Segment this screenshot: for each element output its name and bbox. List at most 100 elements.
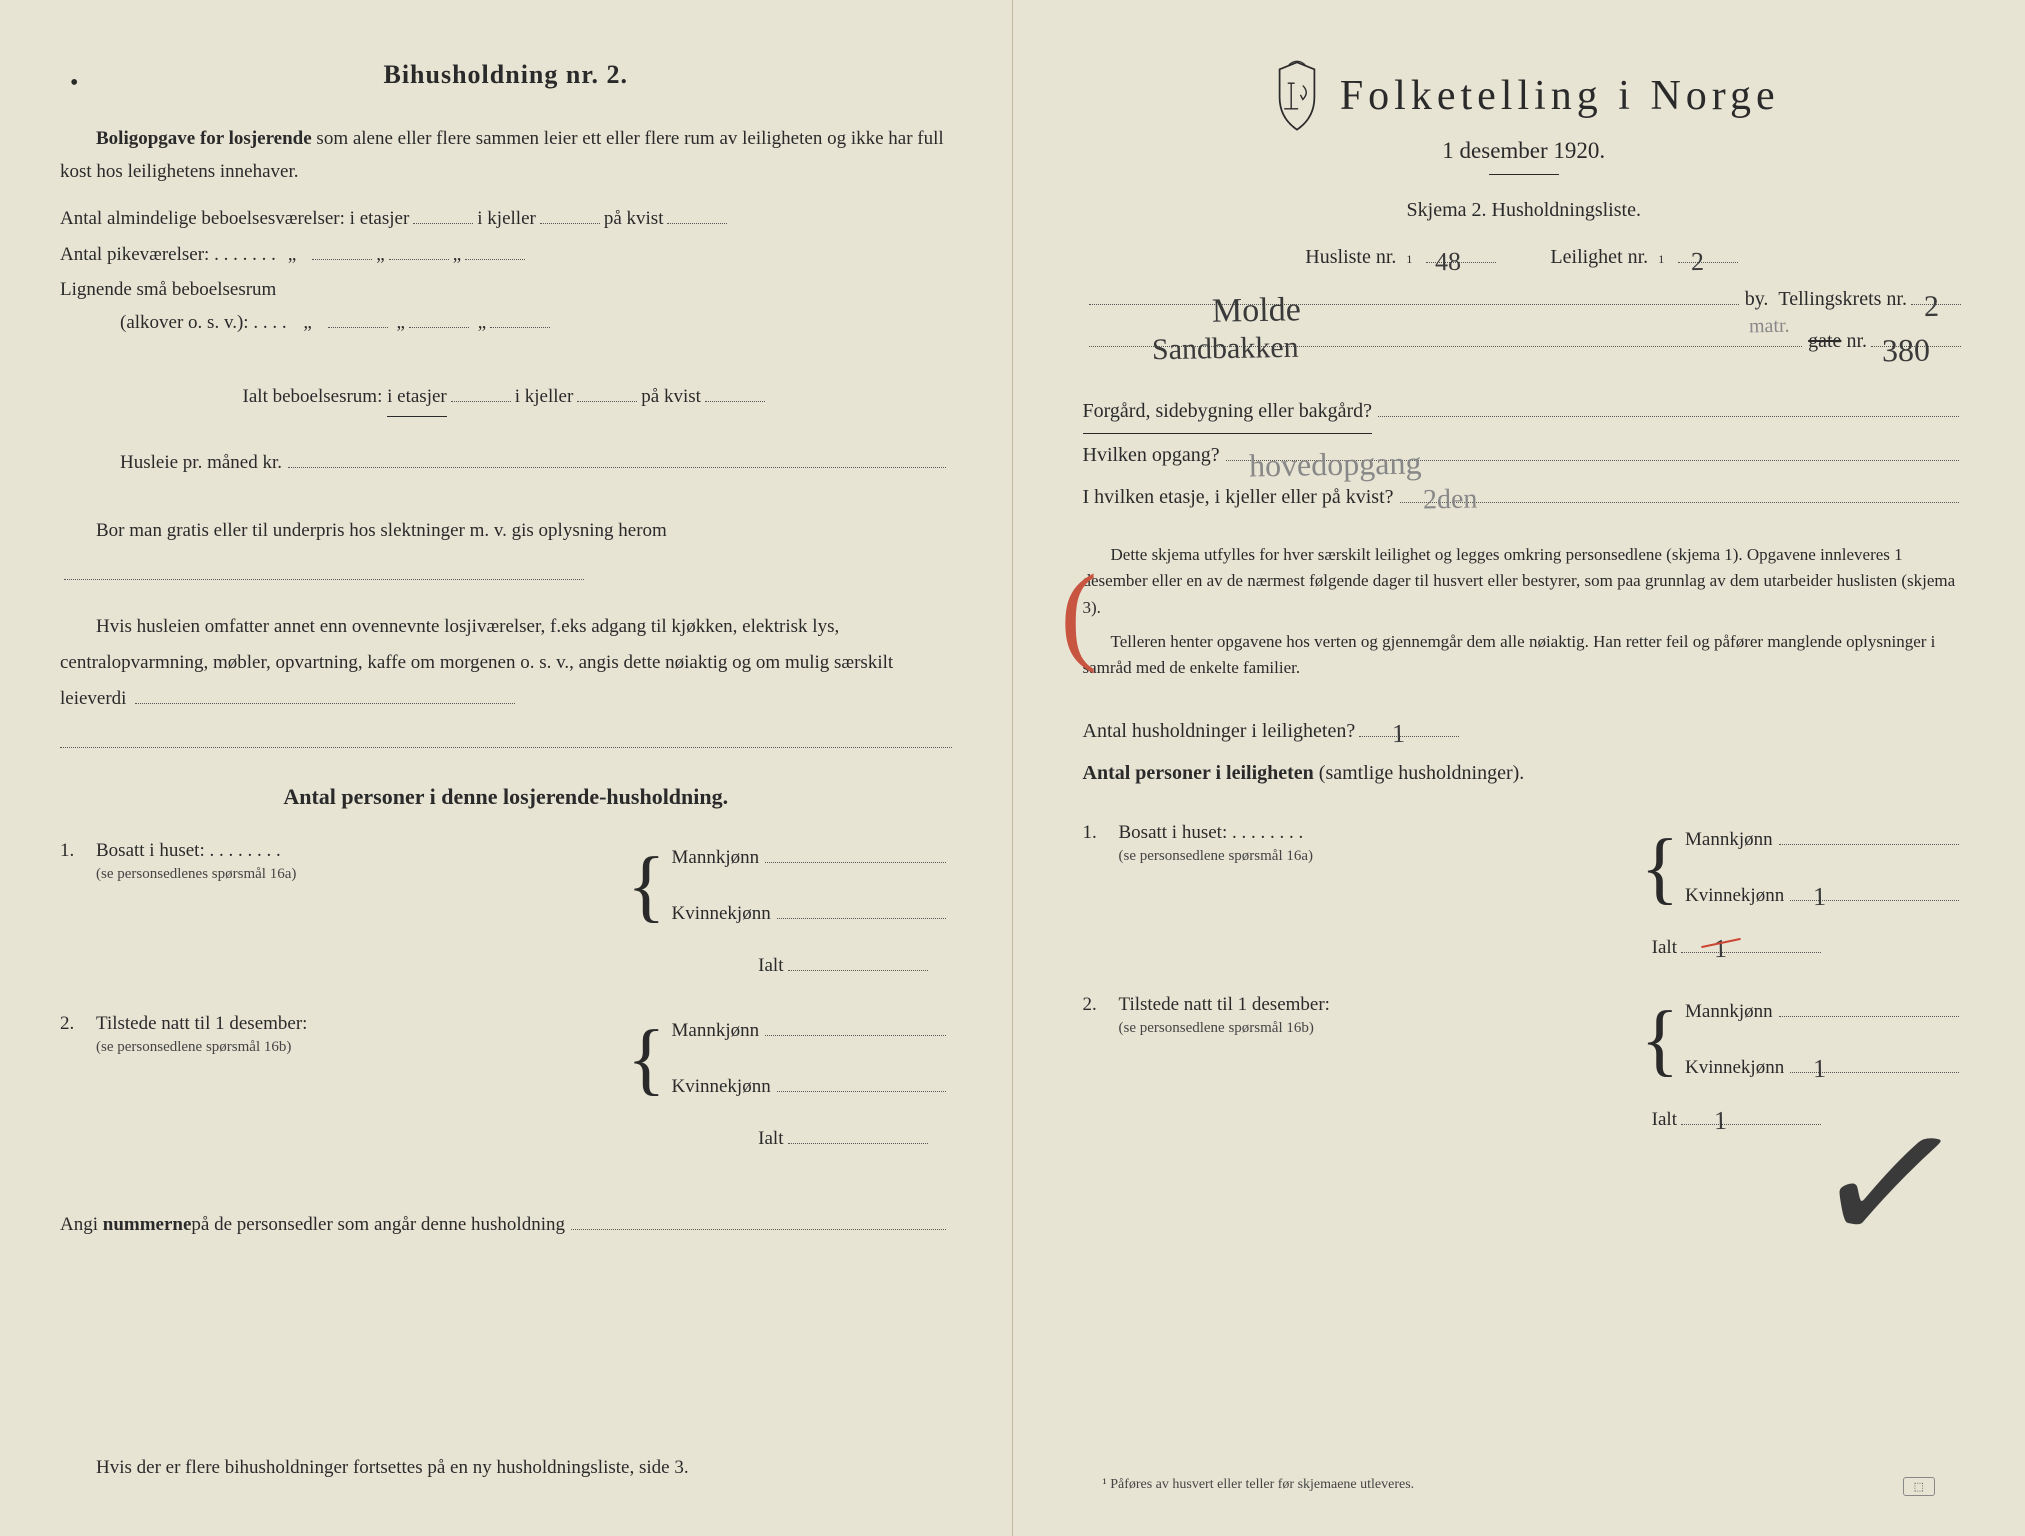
q2-left: 2. Tilstede natt til 1 desember: (se per… xyxy=(60,1013,952,1105)
angi-bold: nummerne xyxy=(103,1207,192,1243)
lignende2: (alkover o. s. v.): . . . . xyxy=(120,312,287,333)
tellingskrets-blank: 2 xyxy=(1911,285,1961,305)
brace-icon: { xyxy=(1641,994,1679,1086)
husleie-line: Husleie pr. måned kr. xyxy=(120,445,952,481)
antal-hush-blank: 1 xyxy=(1359,717,1459,737)
opgang-value: hovedopgang xyxy=(1248,430,1422,500)
kvinne-val-2: 1 xyxy=(1813,1044,1827,1094)
husliste-line: Husliste nr.1 48 Leilighet nr.1 2 xyxy=(1083,236,1966,278)
husliste-blank: 48 xyxy=(1426,243,1496,263)
opgang-line: Hvilken opgang? hovedopgang xyxy=(1083,434,1966,476)
q2-sub: (se personsedlene spørsmål 16b) xyxy=(96,1039,291,1055)
mann-label: Mannkjønn xyxy=(672,840,760,876)
antal-hush-value: 1 xyxy=(1392,707,1406,762)
husleie-blank xyxy=(288,449,946,468)
q2-text: Tilstede natt til 1 desember: xyxy=(96,1013,307,1034)
q2-right: 2. Tilstede natt til 1 desember: (se per… xyxy=(1083,994,1966,1086)
gate-strike: gate xyxy=(1808,320,1841,362)
by-blank: Molde xyxy=(1089,285,1739,305)
husleie-label: Husleie pr. måned kr. xyxy=(120,445,282,481)
antal-hush-label: Antal husholdninger i leiligheten? xyxy=(1083,710,1356,752)
antal-pers-paren: (samtlige husholdninger). xyxy=(1319,752,1525,794)
nr-value: 380 xyxy=(1881,317,1930,385)
blank-etasjer xyxy=(413,205,473,224)
intro-bold: Boligopgave for losjerende xyxy=(96,128,312,149)
right-footnote: ¹ Påføres av husvert eller teller før sk… xyxy=(1103,1477,1936,1496)
leilighet-value: 2 xyxy=(1691,235,1705,290)
ialt1-left: Ialt xyxy=(110,948,932,984)
tellingskrets-label: Tellingskrets nr. xyxy=(1778,278,1907,320)
lignende-block: Lignende små beboelsesrum (alkover o. s.… xyxy=(60,273,952,340)
intro-paragraph: Boligopgave for losjerende som alene ell… xyxy=(60,122,952,189)
opgang-label: Hvilken opgang? xyxy=(1083,434,1220,476)
nr-label: nr. xyxy=(1846,320,1867,362)
instructions-2: Telleren henter opgavene hos verten og g… xyxy=(1083,629,1966,682)
antal-pers-label: Antal personer i leiligheten xyxy=(1083,752,1314,794)
leilighet-label: Leilighet nr. xyxy=(1550,236,1648,278)
ialt-rooms-line: Ialt beboelsesrum: i etasjer i kjeller p… xyxy=(60,379,952,417)
mann-label-r2: Mannkjønn xyxy=(1685,994,1773,1030)
husliste-label: Husliste nr. xyxy=(1305,236,1396,278)
q2-num: 2. xyxy=(60,1013,96,1105)
left-footer-text: Hvis der er flere bihusholdninger fortse… xyxy=(60,1451,952,1484)
q1-sub: (se personsedlenes spørsmål 16a) xyxy=(96,866,296,882)
gate-blank: Sandbakken matr. xyxy=(1089,327,1803,347)
ialt1-right: Ialt 1 xyxy=(1133,930,1826,966)
q1-num: 1. xyxy=(60,840,96,932)
gate-value: Sandbakken xyxy=(1151,316,1299,382)
q1-text: Bosatt i huset: . . . . . . . . xyxy=(96,840,281,861)
kvist-label: på kvist xyxy=(604,201,664,237)
omfatter-para: Hvis husleien omfatter annet enn ovennev… xyxy=(60,609,952,717)
leilighet-blank: 2 xyxy=(1678,243,1738,263)
etasje-value: 2den xyxy=(1422,471,1477,531)
pike-label: Antal pikeværelser: . . . . . . . xyxy=(60,237,276,273)
pike-line: Antal pikeværelser: . . . . . . . „ „ „ xyxy=(60,237,952,273)
q2r-text: Tilstede natt til 1 desember: xyxy=(1119,994,1330,1015)
angi-line: Angi nummerne på de personsedler som ang… xyxy=(60,1207,952,1243)
subtitle-date: 1 desember 1920. xyxy=(1083,138,1966,164)
ialt2-right: Ialt 1 xyxy=(1133,1102,1826,1138)
ialt-label: Ialt xyxy=(758,948,783,984)
ialt-kvist: på kvist xyxy=(641,379,701,415)
census-document: • Bihusholdning nr. 2. Boligopgave for l… xyxy=(0,0,2025,1536)
brace-icon: { xyxy=(627,1013,665,1105)
ialt-etasjer: i etasjer xyxy=(387,379,447,417)
angi: Angi xyxy=(60,1207,98,1243)
brace-icon: { xyxy=(627,840,665,932)
ialt-val-1: 1 xyxy=(1714,924,1728,974)
q1r-num: 1. xyxy=(1083,822,1119,914)
rooms-prefix: Antal almindelige beboelsesværelser: i e… xyxy=(60,201,409,237)
gratis-para: Bor man gratis eller til underpris hos s… xyxy=(60,509,952,596)
opgang-blank: hovedopgang xyxy=(1226,441,1959,461)
header: Folketelling i Norge xyxy=(1083,60,1966,132)
by-line: Molde by. Tellingskrets nr. 2 xyxy=(1083,278,1966,320)
lignende1: Lignende små beboelsesrum xyxy=(60,279,276,300)
antal-pers-line: Antal personer i leiligheten (samtlige h… xyxy=(1083,752,1966,794)
kjeller-label: i kjeller xyxy=(477,201,536,237)
blank-kvist xyxy=(667,205,727,224)
ialt-rooms-label: Ialt beboelsesrum: xyxy=(243,379,383,415)
printer-stamp: ⬚ xyxy=(1903,1477,1935,1496)
left-page: • Bihusholdning nr. 2. Boligopgave for l… xyxy=(0,0,1013,1536)
left-title: Bihusholdning nr. 2. xyxy=(60,60,952,90)
sup1: 1 xyxy=(1406,247,1412,272)
angi-rest: på de personsedler som angår denne husho… xyxy=(191,1207,565,1243)
coat-of-arms-icon xyxy=(1268,60,1326,132)
q2r-sub: (se personsedlene spørsmål 16b) xyxy=(1119,1020,1314,1036)
main-title: Folketelling i Norge xyxy=(1340,72,1780,120)
nr-blank: 380 xyxy=(1871,327,1961,347)
blank-kjeller xyxy=(540,205,600,224)
persons-section-left: Antal personer i denne losjerende-hushol… xyxy=(60,784,952,1157)
q2r-num: 2. xyxy=(1083,994,1119,1086)
kvinne-label-r2: Kvinnekjønn xyxy=(1685,1050,1784,1086)
etasje-line: I hvilken etasje, i kjeller eller på kvi… xyxy=(1083,476,1966,518)
large-checkmark: ✓ xyxy=(1800,1071,1978,1299)
kvinne-val-1: 1 xyxy=(1813,872,1827,922)
q1r-text: Bosatt i huset: . . . . . . . . xyxy=(1119,822,1304,843)
left-footer: Hvis der er flere bihusholdninger fortse… xyxy=(60,1451,952,1496)
persons-title-left: Antal personer i denne losjerende-hushol… xyxy=(60,784,952,810)
ialt-kjeller: i kjeller xyxy=(515,379,574,415)
q1-right: 1. Bosatt i huset: . . . . . . . . (se p… xyxy=(1083,822,1966,914)
footnote-text: ¹ Påføres av husvert eller teller før sk… xyxy=(1103,1477,1415,1496)
red-paren-mark: ( xyxy=(1061,550,1098,677)
